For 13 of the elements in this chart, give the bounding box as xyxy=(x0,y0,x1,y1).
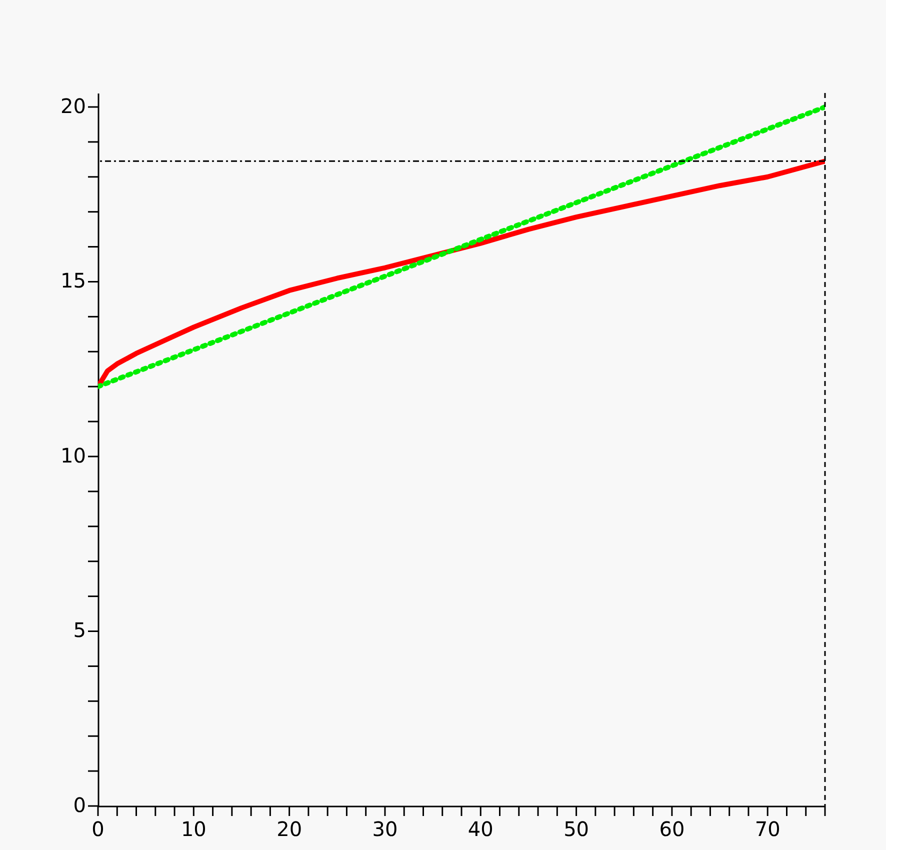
y-tick-label: 0 xyxy=(73,793,86,817)
x-tick-label: 20 xyxy=(276,817,302,841)
x-tick-label: 0 xyxy=(92,817,104,841)
y-tick-label: 5 xyxy=(73,618,86,642)
y-tick-label: 20 xyxy=(60,94,86,118)
y-tick-label: 10 xyxy=(60,443,86,468)
x-tick-label: 40 xyxy=(468,817,494,841)
x-tick-label: 70 xyxy=(754,817,780,841)
x-tick-label: 60 xyxy=(659,817,685,841)
x-tick-label: 50 xyxy=(564,817,590,841)
x-tick-label: 10 xyxy=(180,817,206,841)
x-tick-label: 30 xyxy=(372,817,398,841)
y-tick-label: 15 xyxy=(60,268,86,293)
